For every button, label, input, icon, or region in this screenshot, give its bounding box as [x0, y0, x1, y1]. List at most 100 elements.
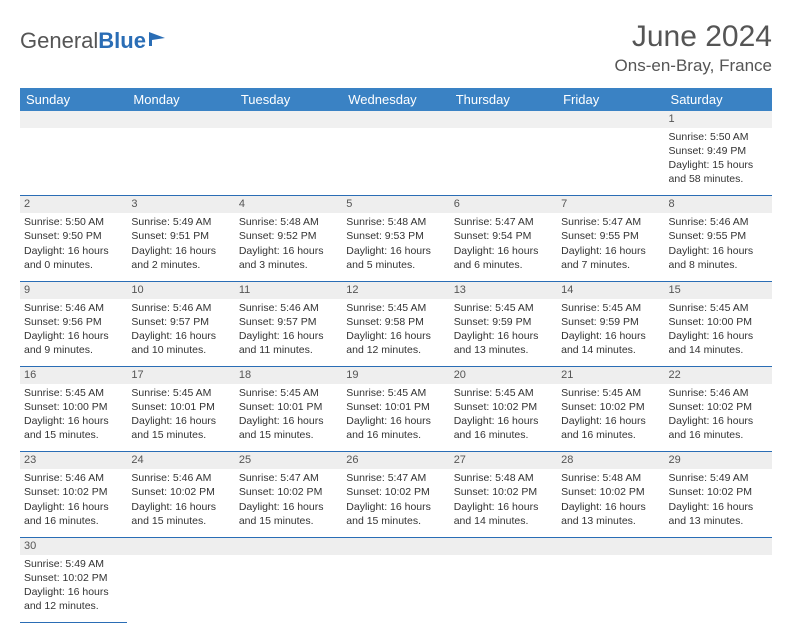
day-cell — [342, 128, 449, 196]
day-header: Friday — [557, 88, 664, 111]
sunrise-line: Sunrise: 5:45 AM — [561, 301, 660, 315]
daylight-line: Daylight: 16 hours and 11 minutes. — [239, 329, 338, 357]
day-cell — [127, 555, 234, 623]
daylight-line: Daylight: 16 hours and 15 minutes. — [131, 500, 230, 528]
sunset-line: Sunset: 10:02 PM — [454, 485, 553, 499]
sunset-line: Sunset: 9:54 PM — [454, 229, 553, 243]
sunrise-line: Sunrise: 5:49 AM — [669, 471, 768, 485]
day-header-row: SundayMondayTuesdayWednesdayThursdayFrid… — [20, 88, 772, 111]
daylight-line: Daylight: 16 hours and 15 minutes. — [239, 500, 338, 528]
day-number: 23 — [20, 452, 127, 469]
sunset-line: Sunset: 10:02 PM — [561, 485, 660, 499]
sunset-line: Sunset: 9:56 PM — [24, 315, 123, 329]
day-number: 3 — [127, 196, 234, 213]
sunrise-line: Sunrise: 5:47 AM — [454, 215, 553, 229]
sunset-line: Sunset: 10:02 PM — [24, 485, 123, 499]
day-cell — [450, 128, 557, 196]
flag-icon — [149, 28, 171, 54]
day-cell — [665, 555, 772, 623]
daylight-line: Daylight: 15 hours and 58 minutes. — [669, 158, 768, 186]
sunset-line: Sunset: 10:02 PM — [561, 400, 660, 414]
title-block: June 2024 Ons-en-Bray, France — [615, 20, 772, 76]
sunset-line: Sunset: 10:01 PM — [239, 400, 338, 414]
sunset-line: Sunset: 9:51 PM — [131, 229, 230, 243]
day-header: Wednesday — [342, 88, 449, 111]
day-number: 11 — [235, 281, 342, 298]
day-cell: Sunrise: 5:46 AMSunset: 9:57 PMDaylight:… — [235, 299, 342, 367]
day-cell: Sunrise: 5:50 AMSunset: 9:49 PMDaylight:… — [665, 128, 772, 196]
sunset-line: Sunset: 10:02 PM — [669, 400, 768, 414]
day-cell — [235, 555, 342, 623]
daylight-line: Daylight: 16 hours and 6 minutes. — [454, 244, 553, 272]
sunrise-line: Sunrise: 5:46 AM — [669, 386, 768, 400]
daylight-line: Daylight: 16 hours and 16 minutes. — [669, 414, 768, 442]
day-cell: Sunrise: 5:47 AMSunset: 10:02 PMDaylight… — [235, 469, 342, 537]
day-cell: Sunrise: 5:45 AMSunset: 9:59 PMDaylight:… — [450, 299, 557, 367]
sunrise-line: Sunrise: 5:47 AM — [561, 215, 660, 229]
day-number — [20, 111, 127, 128]
header: GeneralBlue June 2024 Ons-en-Bray, Franc… — [20, 20, 772, 76]
day-cell: Sunrise: 5:45 AMSunset: 9:59 PMDaylight:… — [557, 299, 664, 367]
day-cell: Sunrise: 5:45 AMSunset: 10:00 PMDaylight… — [665, 299, 772, 367]
day-cell — [450, 555, 557, 623]
day-cell: Sunrise: 5:47 AMSunset: 9:54 PMDaylight:… — [450, 213, 557, 281]
day-number-row: 1 — [20, 111, 772, 128]
day-cell: Sunrise: 5:45 AMSunset: 10:01 PMDaylight… — [127, 384, 234, 452]
daylight-line: Daylight: 16 hours and 7 minutes. — [561, 244, 660, 272]
sunrise-line: Sunrise: 5:46 AM — [131, 301, 230, 315]
day-number — [235, 111, 342, 128]
daylight-line: Daylight: 16 hours and 15 minutes. — [239, 414, 338, 442]
day-number: 30 — [20, 537, 127, 554]
sunrise-line: Sunrise: 5:47 AM — [239, 471, 338, 485]
sunset-line: Sunset: 9:52 PM — [239, 229, 338, 243]
day-number: 5 — [342, 196, 449, 213]
day-number: 9 — [20, 281, 127, 298]
sunset-line: Sunset: 10:00 PM — [24, 400, 123, 414]
sunset-line: Sunset: 9:57 PM — [239, 315, 338, 329]
day-number: 10 — [127, 281, 234, 298]
sunrise-line: Sunrise: 5:46 AM — [239, 301, 338, 315]
day-cell: Sunrise: 5:45 AMSunset: 10:00 PMDaylight… — [20, 384, 127, 452]
day-number: 28 — [557, 452, 664, 469]
day-number — [557, 537, 664, 554]
daylight-line: Daylight: 16 hours and 15 minutes. — [131, 414, 230, 442]
sunrise-line: Sunrise: 5:45 AM — [454, 301, 553, 315]
sunrise-line: Sunrise: 5:47 AM — [346, 471, 445, 485]
sunset-line: Sunset: 10:01 PM — [346, 400, 445, 414]
sunset-line: Sunset: 10:02 PM — [239, 485, 338, 499]
sunset-line: Sunset: 9:50 PM — [24, 229, 123, 243]
sunrise-line: Sunrise: 5:46 AM — [24, 301, 123, 315]
daylight-line: Daylight: 16 hours and 16 minutes. — [561, 414, 660, 442]
daylight-line: Daylight: 16 hours and 3 minutes. — [239, 244, 338, 272]
daylight-line: Daylight: 16 hours and 10 minutes. — [131, 329, 230, 357]
sunset-line: Sunset: 9:53 PM — [346, 229, 445, 243]
day-number: 8 — [665, 196, 772, 213]
day-cell — [342, 555, 449, 623]
day-cell: Sunrise: 5:45 AMSunset: 10:02 PMDaylight… — [557, 384, 664, 452]
day-number — [235, 537, 342, 554]
day-number: 17 — [127, 367, 234, 384]
day-number-row: 2345678 — [20, 196, 772, 213]
day-number: 18 — [235, 367, 342, 384]
day-cell: Sunrise: 5:48 AMSunset: 9:53 PMDaylight:… — [342, 213, 449, 281]
day-cell: Sunrise: 5:46 AMSunset: 9:56 PMDaylight:… — [20, 299, 127, 367]
sunrise-line: Sunrise: 5:48 AM — [454, 471, 553, 485]
day-cell: Sunrise: 5:49 AMSunset: 10:02 PMDaylight… — [20, 555, 127, 623]
day-cell: Sunrise: 5:46 AMSunset: 9:57 PMDaylight:… — [127, 299, 234, 367]
daylight-line: Daylight: 16 hours and 9 minutes. — [24, 329, 123, 357]
daylight-line: Daylight: 16 hours and 12 minutes. — [24, 585, 123, 613]
day-cell: Sunrise: 5:49 AMSunset: 10:02 PMDaylight… — [665, 469, 772, 537]
day-number-row: 30 — [20, 537, 772, 554]
daylight-line: Daylight: 16 hours and 2 minutes. — [131, 244, 230, 272]
sunrise-line: Sunrise: 5:45 AM — [346, 386, 445, 400]
daylight-line: Daylight: 16 hours and 16 minutes. — [346, 414, 445, 442]
day-header: Sunday — [20, 88, 127, 111]
location: Ons-en-Bray, France — [615, 56, 772, 76]
day-number — [450, 111, 557, 128]
day-number — [450, 537, 557, 554]
day-cell: Sunrise: 5:50 AMSunset: 9:50 PMDaylight:… — [20, 213, 127, 281]
sunset-line: Sunset: 10:02 PM — [454, 400, 553, 414]
sunset-line: Sunset: 10:02 PM — [346, 485, 445, 499]
sunrise-line: Sunrise: 5:48 AM — [239, 215, 338, 229]
day-number: 4 — [235, 196, 342, 213]
